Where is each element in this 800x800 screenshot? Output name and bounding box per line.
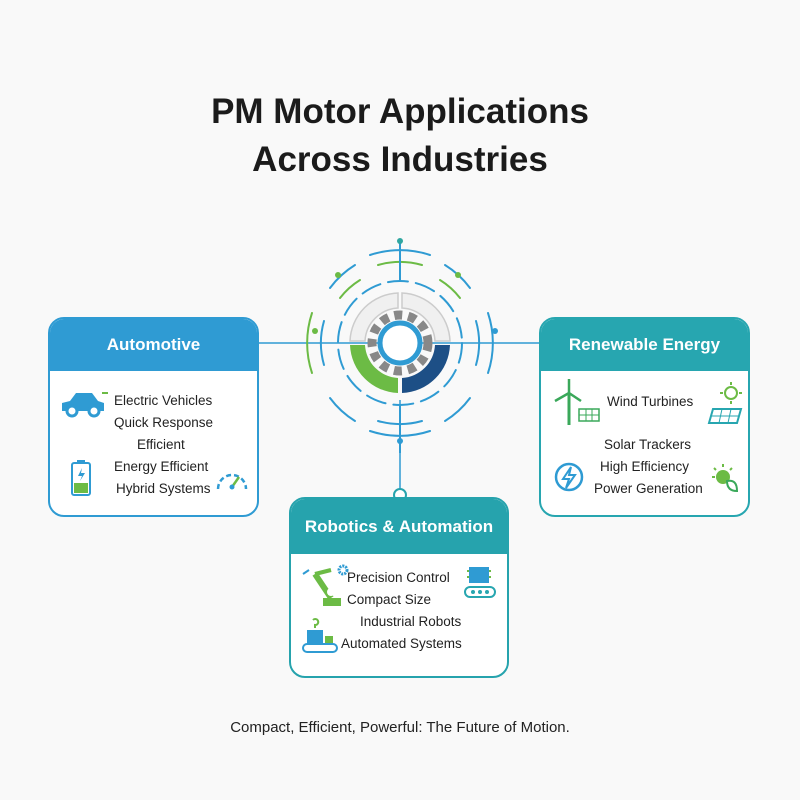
automotive-header: Automotive	[50, 319, 257, 371]
motor-icon	[306, 238, 498, 453]
robotics-automation-card: Robotics & Automation Precision Control …	[289, 497, 509, 678]
wind-turbine-icon	[554, 379, 600, 425]
renewable-energy-header: Renewable Energy	[541, 319, 748, 371]
solar-panel-icon	[707, 382, 743, 424]
robotics-automation-header: Robotics & Automation	[291, 499, 507, 554]
conveyor-chip-icon	[464, 567, 496, 598]
title-line-2: Across Industries	[252, 140, 548, 179]
robot-arm-icon	[302, 564, 349, 606]
automotive-card: Automotive Electric Vehicles Quick Respo…	[48, 317, 259, 517]
list-item: Industrial Robots	[360, 614, 462, 629]
list-item: Power Generation	[594, 481, 703, 496]
renewable-energy-card: Renewable Energy Wind Turbines Solar Tra…	[539, 317, 750, 517]
list-item: Electric Vehicles	[114, 393, 213, 408]
title-line-1: PM Motor Applications	[211, 92, 589, 131]
caption: Compact, Efficient, Powerful: The Future…	[230, 719, 570, 736]
power-bolt-icon	[554, 462, 584, 492]
list-item: Hybrid Systems	[116, 481, 211, 496]
factory-icon	[302, 618, 338, 653]
list-item: Wind Turbines	[607, 394, 694, 409]
list-item: Precision Control	[347, 570, 450, 585]
list-item: Energy Efficient	[114, 459, 209, 474]
list-item: Efficient	[137, 437, 185, 452]
speedometer-icon	[216, 473, 248, 490]
list-item: Quick Response	[114, 415, 214, 430]
green-energy-icon	[712, 464, 739, 493]
page-title: PM Motor Applications Across Industries	[0, 88, 800, 184]
battery-icon	[71, 460, 91, 496]
electric-car-icon	[62, 392, 108, 418]
list-item: Automated Systems	[341, 636, 462, 651]
list-item: High Efficiency	[600, 459, 690, 474]
list-item: Compact Size	[347, 592, 432, 607]
list-item: Solar Trackers	[604, 437, 692, 452]
